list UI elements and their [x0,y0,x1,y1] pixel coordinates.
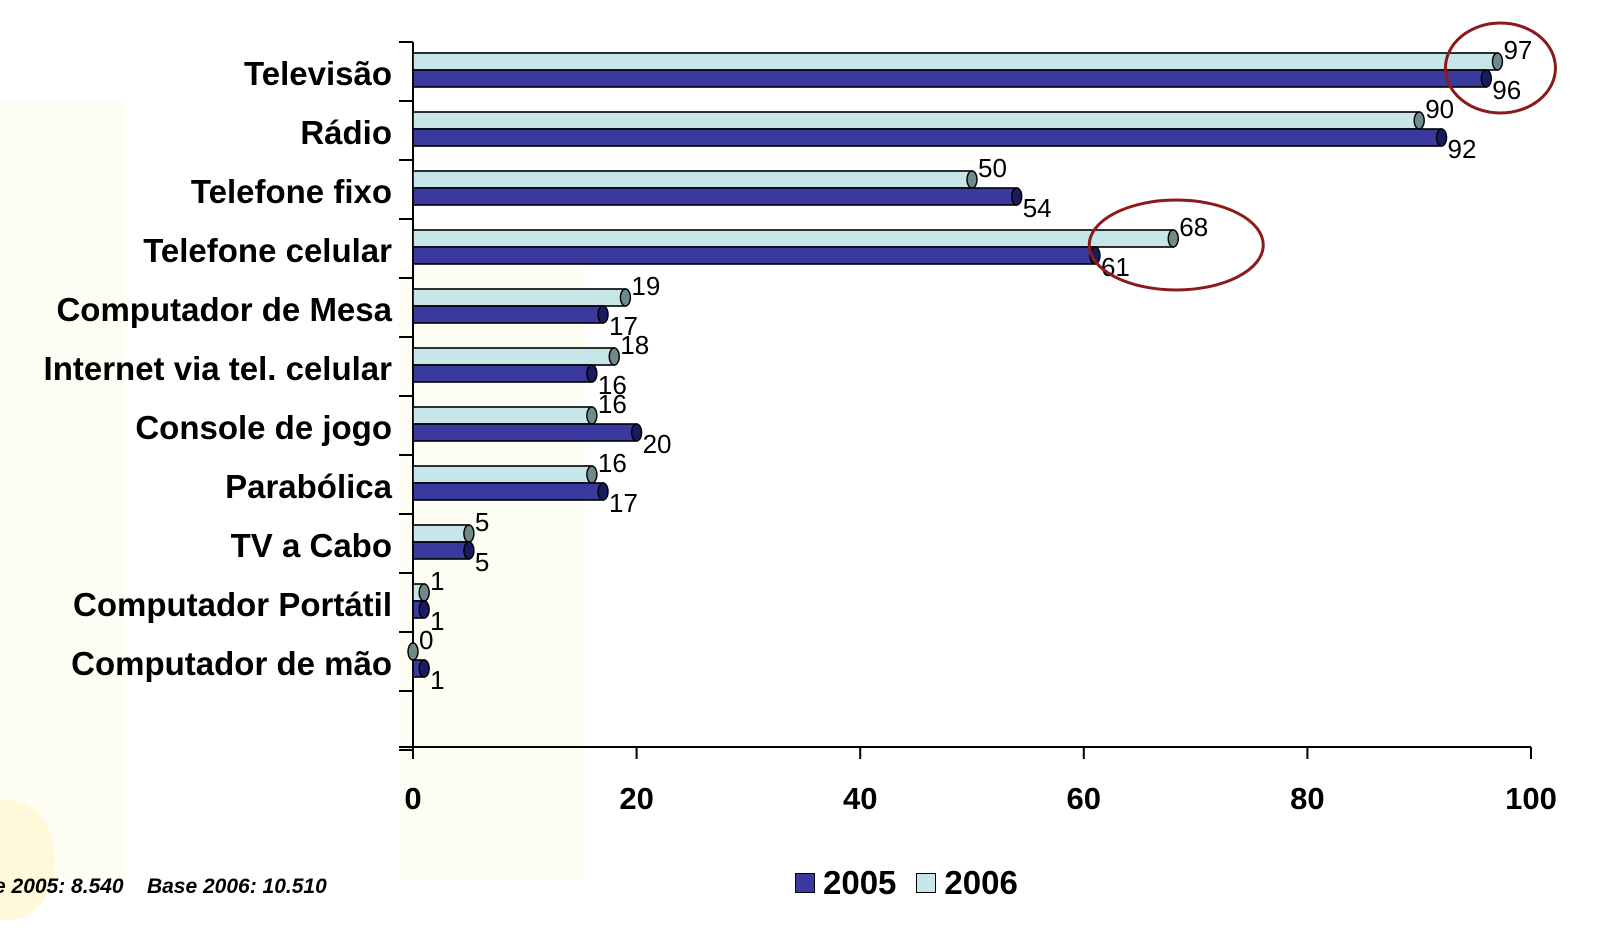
category-label: TV a Cabo [231,527,392,564]
internet-via-tel-celular-2006-bar [412,347,616,366]
category-label: Telefone fixo [191,173,392,210]
legend-item-2006: 2006 [916,864,1018,902]
console-de-jogo-2005-bar-cap [630,423,643,442]
category-label: Computador de mão [71,645,392,682]
internet-via-tel-celular-2006-bar-cap [608,347,620,366]
x-tick-label: 40 [843,781,877,816]
televisao-2006-bar-cap [1491,52,1504,71]
telefone-celular-2006-bar [412,229,1175,248]
data-label-2005: 5 [475,547,489,577]
legend-swatch-2005 [795,873,815,893]
tv-a-cabo-2006-bar [412,524,470,543]
console-de-jogo-2005-bar [412,423,638,442]
telefone-fixo-2005-bar [412,187,1018,206]
data-label-2005: 17 [609,311,638,341]
parabolica-2005-bar [412,482,604,501]
computador-de-mao-2006-bar-cap [407,642,419,661]
category-label: Rádio [300,114,392,151]
televisao-2006-bar [412,52,1499,71]
radio-2006-bar [412,111,1421,130]
data-label-2005: 17 [609,488,638,518]
legend-label-2006: 2006 [944,864,1018,901]
data-label-2005: 54 [1023,193,1052,223]
highlight-circle [1087,198,1265,292]
data-label-2006: 19 [631,271,660,301]
computador-de-mesa-2005-bar-cap [597,305,609,324]
data-label-2005: 96 [1492,75,1521,105]
base-2005-text: e 2005: 8.540 [0,875,124,898]
category-label: Internet via tel. celular [44,350,393,387]
telefone-fixo-2006-bar [412,170,973,189]
data-label-2006: 16 [598,448,627,478]
televisao-2005-bar-cap [1480,69,1492,88]
x-tick-label: 20 [619,781,653,816]
data-label-2006: 16 [598,389,627,419]
category-label: Computador Portátil [73,586,392,623]
data-label-2005: 1 [430,606,444,636]
computador-portatil-2006-bar-cap [418,583,430,602]
x-tick-label: 100 [1505,781,1557,816]
internet-via-tel-celular-2005-bar-cap [586,364,598,383]
computador-de-mesa-2006-bar [412,288,627,307]
telefone-fixo-2006-bar-cap [966,170,978,189]
computador-de-mao-2005-bar-cap [418,659,430,678]
data-label-2006: 1 [430,566,444,596]
legend-swatch-2006 [916,873,937,893]
watermark-shape [0,800,55,920]
base-note: e 2005: 8.540 Base 2006: 10.510 [0,875,327,899]
console-de-jogo-2006-bar [412,406,593,425]
category-label: Computador de Mesa [56,291,392,328]
category-label: Console de jogo [135,409,392,446]
radio-2006-bar-cap [1413,111,1425,130]
tv-a-cabo-2005-bar-cap [463,541,475,560]
parabolica-2006-bar-cap [586,465,598,484]
telefone-fixo-2005-bar-cap [1011,187,1023,206]
data-label-2006: 0 [419,625,433,655]
x-tick-label: 0 [404,781,421,816]
data-label-2005: 1 [430,665,444,695]
highlight-circle [1443,21,1557,115]
data-label-2006: 50 [978,153,1007,183]
x-tick-label: 60 [1067,781,1101,816]
x-tick-label: 80 [1290,781,1324,816]
data-label-2006: 90 [1425,94,1454,124]
parabolica-2005-bar-cap [597,482,609,501]
telefone-celular-2006-bar-cap [1167,229,1179,248]
legend-item-2005: 2005 [795,864,896,902]
tv-a-cabo-2006-bar-cap [463,524,475,543]
parabolica-2006-bar [412,465,593,484]
legend-label-2005: 2005 [823,864,897,901]
watermark-shape [0,100,125,880]
computador-portatil-2005-bar-cap [418,600,430,619]
internet-via-tel-celular-2005-bar [412,364,593,383]
radio-2005-bar [412,128,1443,147]
category-label: Parabólica [225,468,393,505]
data-label-2005: 20 [643,429,672,459]
televisao-2005-bar [412,69,1488,88]
data-label-2006: 5 [475,507,489,537]
data-label-2006: 68 [1179,212,1208,242]
tv-a-cabo-2005-bar [412,541,470,560]
data-label-2006: 18 [620,330,649,360]
data-label-2005: 92 [1448,134,1477,164]
console-de-jogo-2006-bar-cap [586,406,598,425]
computador-de-mesa-2005-bar [412,305,604,324]
base-2006-text: Base 2006: 10.510 [146,875,327,898]
radio-2005-bar-cap [1435,128,1448,147]
category-label: Telefone celular [143,232,392,269]
data-label-2005: 16 [598,370,627,400]
legend: 2005 2006 [795,864,1038,902]
category-label: Televisão [244,55,392,92]
data-label-2006: 97 [1503,35,1532,65]
telefone-celular-2005-bar [412,246,1096,265]
computador-de-mesa-2006-bar-cap [619,288,632,307]
